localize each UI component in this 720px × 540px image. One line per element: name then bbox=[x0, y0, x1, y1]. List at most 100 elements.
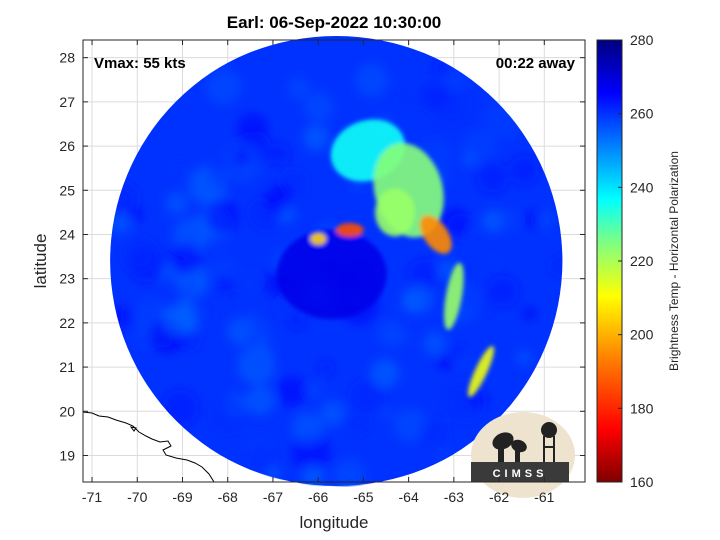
x-tick-label: -71 bbox=[82, 489, 102, 505]
swath-cell bbox=[333, 459, 366, 488]
x-axis-label: longitude bbox=[299, 513, 368, 532]
axes-frame bbox=[82, 39, 586, 483]
swath-cell bbox=[169, 242, 202, 276]
swath-cell bbox=[244, 432, 272, 459]
swath-cell bbox=[350, 380, 384, 413]
swath-cell bbox=[421, 82, 451, 112]
colorbar-tick-label: 260 bbox=[630, 106, 654, 122]
swath-cell bbox=[245, 385, 275, 415]
colorbar-tick-label: 220 bbox=[630, 253, 654, 269]
logo-text: CIMSS bbox=[493, 468, 548, 480]
y-tick-label: 27 bbox=[59, 94, 75, 110]
swath-cell bbox=[288, 312, 306, 330]
y-tick-label: 23 bbox=[59, 271, 75, 287]
vmax-annotation: Vmax: 55 kts bbox=[94, 55, 186, 72]
x-tick-label: -67 bbox=[263, 489, 283, 505]
swath-cell bbox=[422, 331, 447, 356]
swath-cell bbox=[205, 199, 239, 233]
swath-cell bbox=[450, 343, 465, 358]
y-axis-ticks: 19 20 21 22 23 24 25 26 27 28 bbox=[59, 50, 585, 463]
colorbar-tick-label: 200 bbox=[630, 327, 654, 343]
swath-cell bbox=[353, 417, 369, 434]
swath-cell bbox=[303, 92, 334, 122]
swath-cell bbox=[319, 400, 346, 427]
swath-cell bbox=[517, 350, 532, 365]
storm-feature-spiral-tail bbox=[444, 262, 464, 330]
swath-cell bbox=[487, 275, 519, 308]
microwave-swath bbox=[110, 36, 563, 488]
swath-cell bbox=[237, 346, 276, 385]
swath-cell bbox=[524, 209, 543, 229]
swath-cell bbox=[291, 411, 324, 444]
swath-cell bbox=[171, 160, 187, 176]
swath-cell bbox=[158, 333, 173, 349]
x-tick-label: -64 bbox=[399, 489, 419, 505]
swath-cell bbox=[370, 358, 400, 388]
swath-cell bbox=[408, 258, 440, 291]
colorbar-tick-label: 280 bbox=[630, 32, 654, 48]
swath-cell bbox=[122, 238, 157, 272]
swath-cell bbox=[537, 211, 555, 228]
storm-feature-eyewall-west bbox=[310, 232, 327, 245]
swath-cell bbox=[292, 200, 312, 220]
swath-cell bbox=[110, 212, 132, 235]
swath-cell bbox=[306, 382, 323, 399]
colorbar: 160 180 200 220 240 260 280 Brightness Temp - … bbox=[596, 32, 681, 490]
y-tick-label: 22 bbox=[59, 315, 75, 331]
swath-cell bbox=[355, 64, 388, 97]
swath-cell bbox=[165, 191, 189, 215]
coastline-puerto-rico bbox=[83, 411, 215, 482]
swath-cell bbox=[318, 360, 335, 376]
water-tower-icon bbox=[541, 422, 557, 462]
cimss-logo: CIMSS bbox=[471, 412, 575, 498]
storm-feature-eastern-convection bbox=[419, 215, 452, 254]
swath-cell bbox=[275, 375, 308, 407]
x-tick-label: -69 bbox=[172, 489, 192, 505]
x-tick-label: -66 bbox=[308, 489, 328, 505]
plot-title: Earl: 06-Sep-2022 10:30:00 bbox=[227, 13, 442, 32]
swath-cell bbox=[216, 275, 236, 295]
x-tick-label: -62 bbox=[489, 489, 509, 505]
swath-cell bbox=[287, 77, 311, 100]
storm-feature-eyewall-north bbox=[335, 223, 364, 238]
x-tick-label: -70 bbox=[127, 489, 147, 505]
x-tick-label: -63 bbox=[444, 489, 464, 505]
x-tick-label: -61 bbox=[534, 489, 554, 505]
colorbar-label: Brightness Temp - Horizontal Polarizatio… bbox=[667, 151, 681, 371]
coastline bbox=[83, 411, 215, 482]
swath-cell bbox=[488, 255, 501, 268]
colorbar-ticks: 160 180 200 220 240 260 280 bbox=[618, 32, 654, 490]
storm-feature-eye-region bbox=[276, 229, 387, 320]
y-axis-label: latitude bbox=[31, 234, 50, 289]
logo-background bbox=[471, 412, 575, 498]
storm-feature-outer-rainband bbox=[467, 345, 495, 398]
swath-cell bbox=[521, 305, 538, 322]
swath-cell bbox=[436, 353, 455, 371]
swath-cell bbox=[268, 143, 291, 166]
colorbar-ramp bbox=[596, 39, 623, 483]
swath-cell bbox=[188, 292, 226, 331]
x-axis-ticks: -71 -70 -69 -68 -67 -66 -65 -64 -63 -62 -61 bbox=[82, 40, 555, 505]
storm-features bbox=[276, 119, 495, 398]
swath-cell bbox=[291, 433, 331, 473]
swath-cell bbox=[255, 337, 273, 355]
x-tick-label: -65 bbox=[353, 489, 373, 505]
swath-cell bbox=[267, 466, 281, 480]
swath-cell bbox=[380, 407, 394, 421]
swath-cell bbox=[404, 284, 433, 314]
colorbar-tick-label: 240 bbox=[630, 179, 654, 195]
swath-cell bbox=[509, 155, 540, 186]
swath-cell bbox=[303, 124, 330, 151]
colorbar-tick-label: 180 bbox=[630, 400, 654, 416]
y-tick-label: 28 bbox=[59, 50, 75, 66]
swath-cell bbox=[238, 270, 260, 292]
swath-cell bbox=[550, 256, 563, 276]
x-tick-label: -68 bbox=[218, 489, 238, 505]
y-tick-label: 19 bbox=[59, 447, 75, 463]
y-tick-label: 25 bbox=[59, 182, 75, 198]
swath-cell bbox=[129, 317, 144, 332]
coastline-island bbox=[129, 426, 137, 432]
swath-cell bbox=[393, 408, 427, 442]
swath-cell bbox=[496, 209, 519, 231]
